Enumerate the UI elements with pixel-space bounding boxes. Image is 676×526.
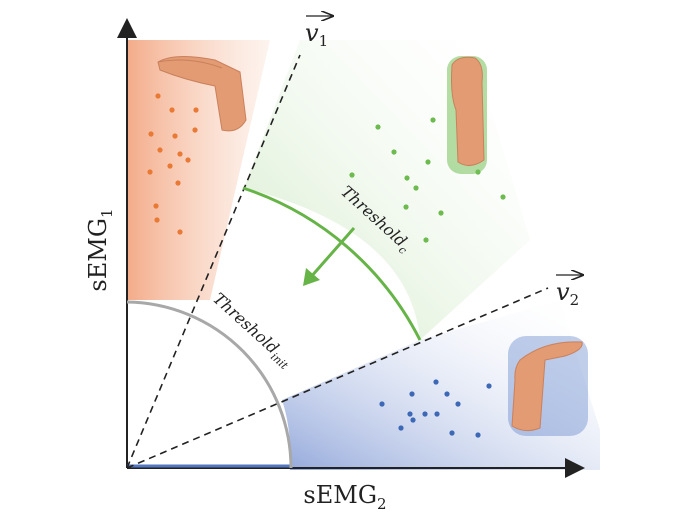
blue-point <box>444 391 450 397</box>
x-axis-label: sEMG2 <box>303 481 386 513</box>
vector-v2-line <box>126 287 549 469</box>
green-point <box>423 237 429 243</box>
blue-point <box>449 430 455 436</box>
vector-v2-label: v2 <box>556 275 584 309</box>
green-point <box>413 185 419 191</box>
green-point <box>425 159 431 165</box>
blue-point <box>398 425 404 431</box>
orange-inner-region <box>127 302 200 470</box>
threshold-c-arc <box>242 186 422 341</box>
green-point <box>375 124 381 130</box>
blue-point <box>433 379 439 385</box>
orange-point <box>154 217 160 223</box>
blue-point <box>475 432 481 438</box>
blue-point <box>422 411 428 417</box>
threshold-init-arc <box>126 300 293 469</box>
threshold-c-arrowhead <box>303 268 320 286</box>
orange-point <box>192 127 198 133</box>
hand-flexion-icon <box>157 56 247 132</box>
orange-point <box>177 151 183 157</box>
green-point <box>404 175 410 181</box>
hand-extension-icon <box>508 336 588 436</box>
threshold-c-arrow <box>308 227 356 279</box>
blue-point <box>455 401 461 407</box>
orange-point <box>172 133 178 139</box>
green-point <box>391 149 397 155</box>
orange-point <box>169 107 175 113</box>
green-region <box>244 40 530 340</box>
orange-point <box>147 169 153 175</box>
vector-v1-label: v1 <box>305 16 334 50</box>
svg-text:v2: v2 <box>556 278 579 309</box>
fist-icon <box>447 56 487 174</box>
orange-point <box>185 157 191 163</box>
green-point <box>438 210 444 216</box>
blue-point <box>379 401 385 407</box>
orange-point <box>193 107 199 113</box>
orange-point <box>157 147 163 153</box>
blue-point <box>409 391 415 397</box>
orange-point <box>167 163 173 169</box>
y-axis-label: sEMG1 <box>84 208 116 291</box>
blue-point <box>407 411 413 417</box>
orange-point <box>153 203 159 209</box>
orange-point <box>177 229 183 235</box>
green-point <box>349 172 355 178</box>
blue-point <box>434 411 440 417</box>
green-point <box>403 204 409 210</box>
blue-point <box>410 417 416 423</box>
orange-point <box>148 131 154 137</box>
vector-v1-line <box>126 54 301 469</box>
orange-point <box>155 93 161 99</box>
svg-text:v1: v1 <box>305 19 328 50</box>
orange-point <box>175 180 181 186</box>
scatter-points <box>147 93 506 438</box>
green-point <box>500 194 506 200</box>
green-point <box>430 117 436 123</box>
blue-point <box>486 383 492 389</box>
